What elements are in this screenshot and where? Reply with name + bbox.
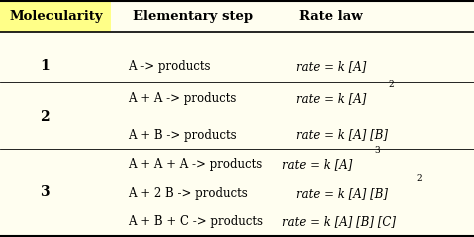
Text: A + B -> products: A + B -> products xyxy=(128,129,237,141)
Text: rate = k [A]: rate = k [A] xyxy=(296,60,366,73)
Text: rate = k [A] [B] [C]: rate = k [A] [B] [C] xyxy=(282,215,396,228)
Text: Molecularity: Molecularity xyxy=(9,10,103,23)
Text: Rate law: Rate law xyxy=(299,10,362,23)
Text: 2: 2 xyxy=(40,110,50,124)
Text: A + A -> products: A + A -> products xyxy=(128,92,237,105)
Text: Elementary step: Elementary step xyxy=(133,10,253,23)
FancyBboxPatch shape xyxy=(0,1,111,32)
Text: rate = k [A]: rate = k [A] xyxy=(296,92,366,105)
Text: A + 2 B -> products: A + 2 B -> products xyxy=(128,187,248,200)
Text: rate = k [A]: rate = k [A] xyxy=(282,158,352,171)
Text: 2: 2 xyxy=(416,174,422,183)
Text: A -> products: A -> products xyxy=(128,60,210,73)
Text: rate = k [A] [B]: rate = k [A] [B] xyxy=(296,187,388,200)
Text: 3: 3 xyxy=(40,185,50,199)
Text: A + A + A -> products: A + A + A -> products xyxy=(128,158,262,171)
Text: 1: 1 xyxy=(40,59,50,73)
Text: 3: 3 xyxy=(374,146,380,155)
Text: 2: 2 xyxy=(389,80,394,89)
Text: rate = k [A] [B]: rate = k [A] [B] xyxy=(296,129,388,141)
Text: A + B + C -> products: A + B + C -> products xyxy=(128,215,263,228)
